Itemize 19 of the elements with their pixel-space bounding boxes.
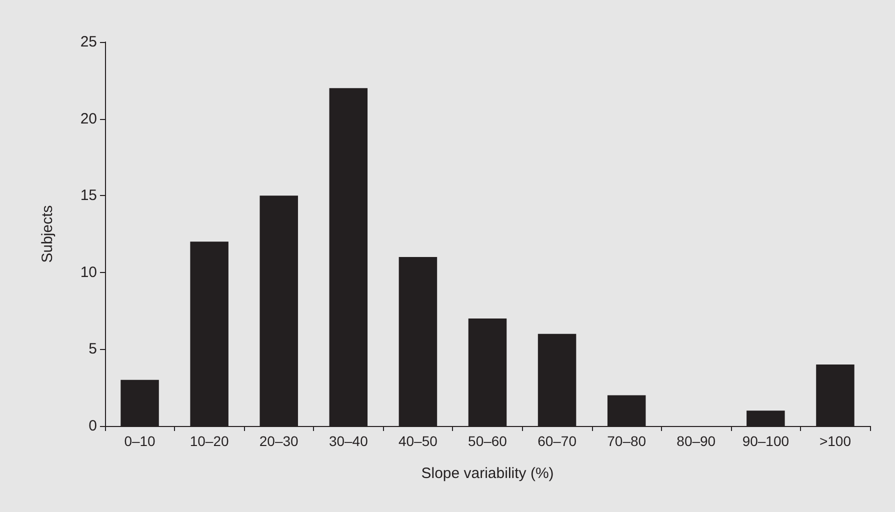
x-tick-label: 30–40 [328, 433, 368, 449]
y-tick-label: 0 [88, 418, 97, 434]
y-tick-label: 25 [80, 34, 97, 50]
x-tick-label: 0–10 [124, 433, 156, 449]
x-tick-label: 20–30 [259, 433, 299, 449]
x-tick-label: 70–80 [607, 433, 646, 449]
x-tick-label: 60–70 [538, 433, 577, 449]
x-tick-label: >100 [819, 433, 852, 449]
x-tick-label: 50–60 [468, 433, 508, 449]
x-tick-label: 90–100 [742, 433, 790, 449]
y-tick-label: 15 [80, 187, 97, 204]
x-tick-label: 10–20 [190, 433, 229, 449]
y-tick-label: 20 [80, 110, 97, 128]
y-tick-label: 5 [88, 340, 97, 358]
x-tick-label: 80–90 [676, 433, 716, 449]
x-axis-title: Slope variability (%) [421, 465, 554, 482]
y-tick-label: 10 [80, 264, 97, 281]
y-axis-title: Subjects [39, 205, 56, 263]
x-tick-label: 40–50 [398, 433, 438, 449]
